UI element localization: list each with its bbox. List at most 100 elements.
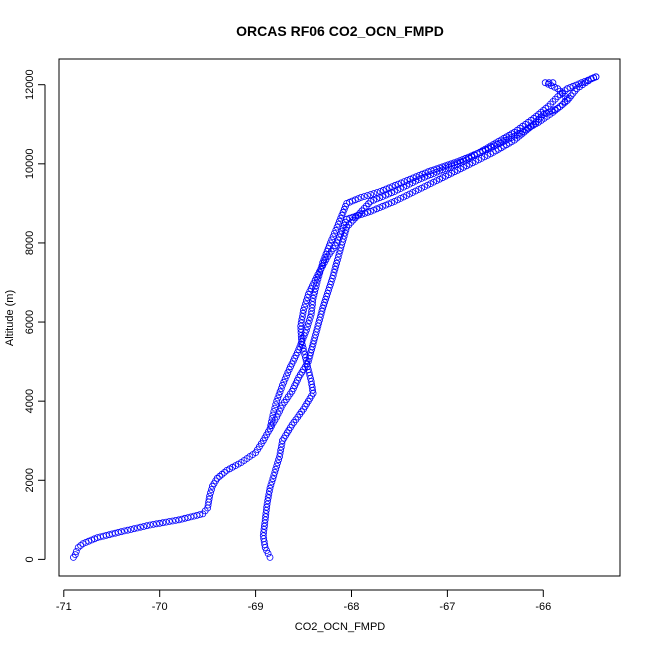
data-point: [298, 316, 306, 324]
data-point: [365, 200, 372, 208]
data-point: [206, 492, 214, 500]
data-point: [270, 408, 278, 415]
data-point: [260, 525, 268, 533]
data-point: [447, 160, 455, 168]
data-point: [342, 202, 349, 210]
data-point: [373, 195, 381, 203]
data-point: [72, 548, 80, 555]
data-point: [301, 303, 308, 311]
data-point: [340, 205, 348, 213]
data-point: [518, 130, 526, 138]
data-point: [270, 472, 278, 479]
data-point: [334, 253, 342, 261]
data-point: [334, 236, 342, 244]
data-point: [382, 185, 390, 193]
data-point: [311, 285, 319, 293]
data-point: [281, 375, 289, 383]
data-point: [77, 542, 84, 549]
data-point: [323, 292, 331, 300]
data-point: [573, 85, 581, 93]
y-tick-label: 8000: [24, 231, 36, 255]
data-point: [312, 282, 320, 290]
data-point: [264, 494, 272, 502]
data-point: [329, 272, 337, 279]
data-point: [355, 211, 363, 219]
x-axis-label: CO2_OCN_FMPD: [295, 621, 386, 633]
data-point: [297, 319, 305, 327]
data-point: [382, 201, 390, 209]
data-point: [268, 415, 276, 422]
data-point: [308, 307, 316, 315]
data-point: [385, 184, 393, 192]
data-point: [267, 418, 275, 426]
data-point: [262, 506, 270, 514]
data-point: [554, 85, 562, 93]
data-point: [373, 205, 381, 213]
data-point: [354, 195, 362, 203]
data-point: [264, 497, 272, 505]
data-point: [306, 313, 314, 321]
data-point: [321, 253, 329, 261]
data-point: [397, 179, 405, 187]
data-point: [315, 272, 323, 280]
data-point: [127, 526, 135, 533]
data-point: [302, 326, 310, 334]
data-point: [121, 527, 128, 535]
data-point: [358, 210, 366, 218]
data-point: [330, 268, 338, 276]
data-point: [261, 544, 269, 551]
data-point: [314, 275, 322, 283]
data-point: [85, 537, 93, 545]
data-point: [313, 325, 321, 333]
data-point: [318, 262, 326, 270]
data-point: [172, 517, 180, 524]
data-point: [335, 250, 343, 258]
data-point: [71, 551, 79, 558]
data-point: [406, 175, 414, 183]
data-point: [346, 214, 354, 222]
data-point: [453, 158, 461, 166]
data-point: [208, 486, 215, 493]
data-point: [267, 421, 275, 429]
data-point: [278, 381, 286, 389]
data-point: [548, 107, 556, 115]
data-point: [308, 343, 316, 351]
data-point: [551, 107, 559, 114]
data-point: [563, 95, 571, 102]
data-point: [273, 397, 281, 405]
data-point: [459, 156, 467, 163]
data-point: [351, 196, 359, 204]
data-point: [74, 544, 82, 551]
data-point: [280, 378, 288, 386]
data-point: [304, 320, 312, 328]
y-tick-label: 6000: [24, 310, 36, 334]
data-point: [473, 150, 481, 157]
data-point: [133, 524, 141, 532]
data-point: [333, 259, 341, 267]
data-point: [306, 352, 314, 360]
data-point: [348, 197, 356, 205]
data-point: [400, 193, 408, 201]
data-point: [316, 316, 323, 324]
data-point: [559, 90, 566, 97]
data-point: [545, 79, 553, 87]
data-point: [153, 520, 160, 528]
x-tick-label: -70: [152, 601, 168, 613]
y-tick-label: 12000: [24, 69, 36, 100]
data-point: [276, 453, 284, 460]
data-point: [554, 105, 562, 112]
data-point: [334, 220, 342, 228]
data-point: [272, 465, 280, 473]
data-point: [316, 269, 324, 277]
data-point: [433, 165, 441, 173]
data-point: [571, 87, 579, 95]
data-point: [541, 79, 549, 87]
data-point: [388, 199, 396, 207]
data-point: [376, 204, 384, 212]
data-point: [165, 518, 173, 525]
data-point: [319, 304, 327, 312]
data-point: [379, 202, 387, 210]
data-point: [274, 394, 282, 402]
data-point: [265, 491, 273, 498]
